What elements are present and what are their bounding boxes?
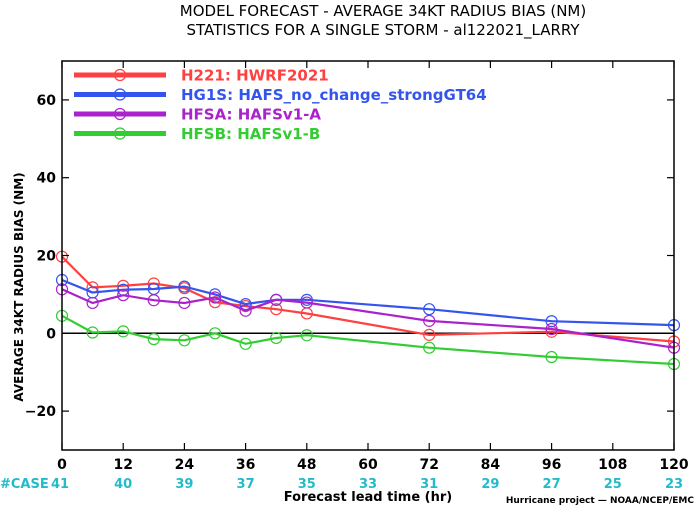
- series-2-point-2: [117, 289, 130, 302]
- case-count-9: 25: [604, 477, 622, 492]
- case-count-7: 29: [481, 477, 499, 492]
- x-tick-label-1: 12: [113, 457, 132, 473]
- y-tick-label-2: 20: [37, 249, 57, 265]
- series-1-point-4: [178, 280, 191, 293]
- series-3-point-2: [117, 325, 130, 338]
- x-tick-label-9: 108: [598, 457, 627, 473]
- series-1-point-5: [208, 288, 222, 301]
- chart-subtitle: STATISTICS FOR A SINGLE STORM - al122021…: [186, 21, 580, 40]
- x-tick-label-8: 96: [542, 457, 561, 473]
- y-tick-label-3: 40: [37, 171, 57, 187]
- x-tick-label-4: 48: [297, 457, 316, 473]
- x-tick-label-5: 60: [358, 457, 378, 473]
- case-count-3: 37: [237, 477, 255, 492]
- legend-marker-1: [113, 88, 127, 101]
- y-tick-label-0: −20: [25, 404, 56, 420]
- legend-entry-2: HFSA: HAFSv1-A: [181, 106, 321, 124]
- series-0-point-2: [117, 279, 130, 292]
- x-axis-label: Forecast lead time (hr): [284, 490, 452, 505]
- case-count-0: 41: [51, 477, 69, 492]
- legend-entry-0: H221: HWRF2021: [181, 67, 329, 85]
- case-count-8: 27: [543, 477, 561, 492]
- series-2-point-9: [423, 314, 436, 327]
- series-2-point-1: [86, 296, 99, 310]
- credit-text: Hurricane project — NOAA/NCEP/EMC: [506, 496, 695, 506]
- series-1-point-9: [423, 303, 436, 316]
- legend-marker-0: [113, 68, 127, 82]
- series-3-point-9: [423, 341, 436, 354]
- legend-entry-3: HFSB: HAFSv1-B: [181, 125, 320, 143]
- x-tick-label-3: 36: [236, 457, 255, 473]
- case-count-2: 39: [175, 477, 193, 492]
- case-count-10: 23: [665, 477, 683, 492]
- chart-title: MODEL FORECAST - AVERAGE 34KT RADIUS BIA…: [180, 2, 586, 20]
- series-3-point-3: [147, 333, 160, 346]
- series-3-point-10: [545, 350, 558, 364]
- series-1-point-8: [300, 293, 313, 306]
- series-2-point-4: [178, 296, 191, 310]
- legend-marker-3: [113, 127, 127, 140]
- case-count-6: 31: [420, 477, 438, 492]
- x-tick-label-2: 24: [175, 457, 195, 473]
- series-3-point-4: [178, 334, 191, 347]
- series-2-point-3: [147, 294, 160, 307]
- x-tick-label-10: 120: [659, 457, 688, 473]
- legend-entry-1: HG1S: HAFS_no_change_strongGT64: [181, 86, 487, 104]
- case-count-5: 33: [359, 477, 377, 492]
- series-3-point-6: [239, 337, 252, 350]
- plot-frame: [61, 60, 675, 451]
- series-2-point-6: [239, 304, 252, 317]
- y-axis-label: AVERAGE 34KT RADIUS BIAS (NM): [12, 172, 26, 401]
- case-count-label: #CASE: [0, 477, 49, 492]
- series-2-point-5: [208, 291, 222, 304]
- y-tick-label-1: 0: [46, 326, 56, 342]
- series-3-point-5: [208, 327, 222, 340]
- series-3-point-8: [300, 329, 313, 342]
- x-tick-label-7: 84: [481, 457, 501, 473]
- series-3-point-1: [86, 326, 99, 339]
- series-2-point-8: [300, 296, 313, 309]
- y-tick-label-4: 60: [37, 93, 57, 109]
- series-1-point-10: [545, 315, 558, 328]
- series-0-point-7: [270, 303, 283, 316]
- case-count-1: 40: [114, 477, 132, 492]
- series-2-point-7: [270, 293, 283, 306]
- series-3-point-7: [270, 331, 283, 345]
- series-0-point-9: [423, 328, 436, 341]
- x-tick-label-0: 0: [57, 457, 67, 473]
- x-tick-label-6: 72: [419, 457, 438, 473]
- legend-marker-2: [113, 107, 127, 121]
- series-2-point-10: [545, 322, 558, 336]
- case-count-4: 35: [298, 477, 316, 492]
- series-line-1: [61, 278, 675, 327]
